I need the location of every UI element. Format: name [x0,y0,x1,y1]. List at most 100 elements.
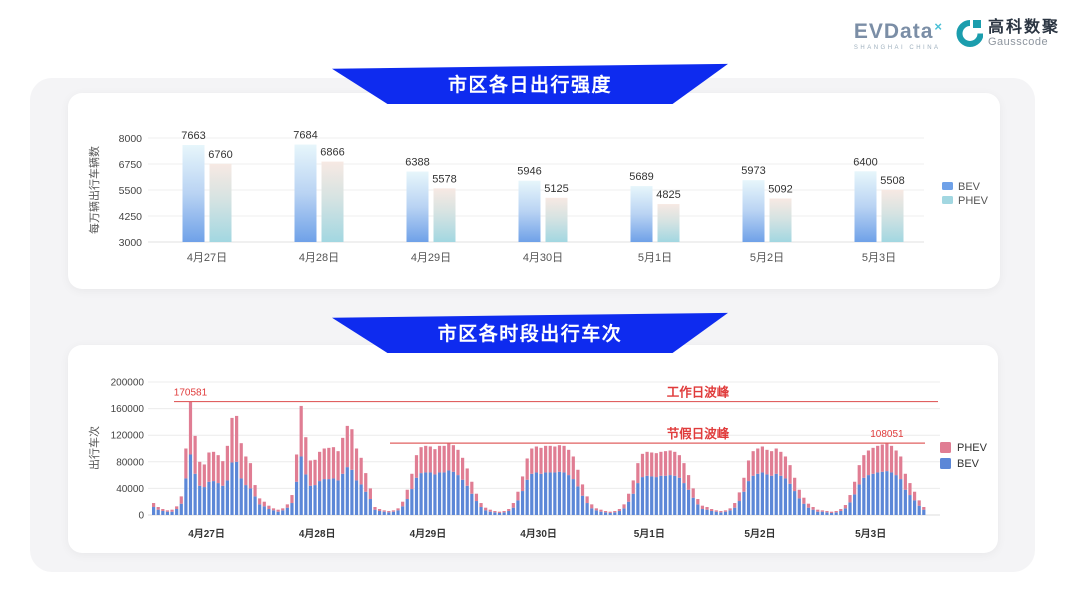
phev-hour-bar[interactable] [544,445,548,473]
bev-hour-bar[interactable] [433,474,437,515]
bev-hour-bar[interactable] [673,475,677,515]
bev-hour-bar[interactable] [876,472,880,515]
bev-hour-bar[interactable] [244,485,248,515]
bev-hour-bar[interactable] [479,507,483,515]
bev-hour-bar[interactable] [313,485,317,515]
bev-hour-bar[interactable] [520,491,525,515]
bev-hour-bar[interactable] [816,511,820,515]
bev-hour-bar[interactable] [345,467,349,515]
bev-hour-bar[interactable] [788,483,792,515]
phev-hour-bar[interactable] [548,445,552,473]
bev-hour-bar[interactable] [793,491,797,515]
phev-hour-bar[interactable] [534,446,538,473]
bev-hour-bar[interactable] [843,508,847,515]
phev-hour-bar[interactable] [585,496,589,504]
phev-hour-bar[interactable] [576,469,580,487]
phev-hour-bar[interactable] [673,451,677,476]
bev-hour-bar[interactable] [765,474,769,515]
bev-hour-bar[interactable] [746,481,751,515]
bev-hour-bar[interactable] [267,509,271,515]
bev-hour-bar[interactable] [405,499,409,515]
phev-hour-bar[interactable] [447,442,451,471]
phev-hour-bar[interactable] [345,425,349,468]
phev-hour-bar[interactable] [557,445,562,472]
phev-hour-bar[interactable] [553,446,557,473]
bev-hour-bar[interactable] [820,511,824,515]
phev-hour-bar[interactable] [327,447,331,480]
bev-hour-bar[interactable] [567,475,571,515]
phev-hour-bar[interactable] [839,509,843,512]
bev-hour-bar[interactable] [760,472,764,515]
phev-hour-bar[interactable] [419,447,423,474]
phev-hour-bar[interactable] [271,508,276,511]
phev-hour-bar[interactable] [497,511,502,514]
phev-hour-bar[interactable] [276,509,280,512]
phev-hour-bar[interactable] [470,481,474,494]
phev-hour-bar[interactable] [216,455,220,484]
phev-hour-bar[interactable] [442,445,446,473]
hourly-trips-chart[interactable]: 0 40000 80000 120000 160000 200000 出行车次 4月27日 4月… [68,345,998,553]
bev-hour-bar[interactable] [756,473,760,515]
bev-hour-bar[interactable] [719,512,723,515]
phev-hour-bar[interactable] [682,463,686,484]
phev-hour-bar[interactable] [516,491,520,501]
bev-hour-bar[interactable] [382,511,386,515]
phev-hour-bar[interactable] [622,504,626,509]
phev-hour-bar[interactable] [562,445,566,473]
bev-hour-bar[interactable] [853,494,857,515]
legend-swatch-phev[interactable] [940,442,951,453]
bev-hour-bar[interactable] [175,509,179,515]
phev-hour-bar[interactable] [640,453,645,478]
phev-hour-bar[interactable] [152,503,156,508]
phev-hour-bar[interactable] [714,510,718,512]
bev-hour-bar[interactable] [221,485,225,515]
phev-hour-bar[interactable] [322,448,326,480]
phev-hour-bar[interactable] [654,453,658,478]
legend-swatch-phev[interactable] [942,196,953,204]
phev-hour-bar[interactable] [502,511,506,513]
phev-hour-bar[interactable] [631,480,635,494]
bev-hour-bar[interactable] [262,506,266,515]
bev-hour-bar[interactable] [544,472,548,515]
phev-bar[interactable] [209,163,232,242]
phev-hour-bar[interactable] [299,405,303,457]
bev-hour-bar[interactable] [645,475,649,515]
bev-hour-bar[interactable] [663,475,668,515]
bev-hour-bar[interactable] [636,483,640,515]
bev-bar[interactable] [854,171,877,242]
bev-hour-bar[interactable] [705,509,709,515]
phev-hour-bar[interactable] [783,456,788,479]
phev-hour-bar[interactable] [451,445,455,472]
bev-hour-bar[interactable] [710,511,714,515]
phev-hour-bar[interactable] [834,511,838,513]
phev-hour-bar[interactable] [912,491,917,501]
bev-hour-bar[interactable] [696,504,700,515]
phev-hour-bar[interactable] [765,449,769,475]
phev-hour-bar[interactable] [281,508,285,511]
bev-hour-bar[interactable] [511,507,515,515]
bev-hour-bar[interactable] [770,475,774,515]
bev-hour-bar[interactable] [580,495,585,515]
phev-bar[interactable] [769,198,792,242]
phev-hour-bar[interactable] [235,415,239,462]
phev-hour-bar[interactable] [802,497,806,504]
bev-hour-bar[interactable] [387,512,391,515]
bev-hour-bar[interactable] [691,497,695,515]
phev-hour-bar[interactable] [313,459,317,486]
bev-hour-bar[interactable] [585,503,589,515]
bev-bar[interactable] [630,186,653,242]
bev-hour-bar[interactable] [733,507,737,515]
phev-hour-bar[interactable] [179,496,183,504]
phev-hour-bar[interactable] [885,443,889,472]
phev-hour-bar[interactable] [267,505,271,510]
bev-hour-bar[interactable] [253,496,257,515]
phev-hour-bar[interactable] [387,511,391,513]
bev-hour-bar[interactable] [373,509,377,515]
bev-hour-bar[interactable] [922,509,926,515]
phev-hour-bar[interactable] [184,448,188,479]
phev-hour-bar[interactable] [364,473,368,492]
phev-hour-bar[interactable] [410,473,414,490]
bev-hour-bar[interactable] [456,475,460,515]
bev-hour-bar[interactable] [866,475,871,515]
